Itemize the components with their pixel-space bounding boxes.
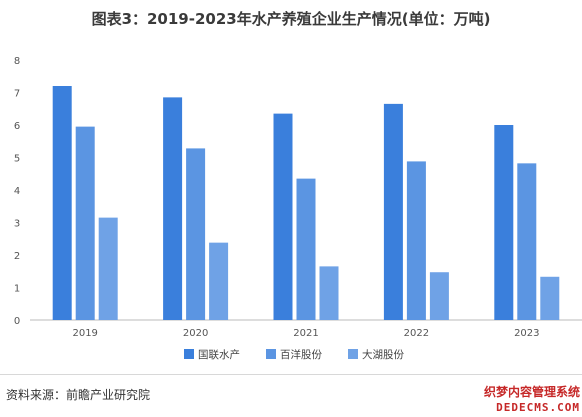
legend-label: 百洋股份 (280, 348, 322, 361)
legend-label: 国联水产 (198, 348, 240, 361)
y-tick-label: 6 (14, 121, 20, 132)
bar-2022-series-3 (429, 272, 449, 320)
bar-2020-series-1 (163, 97, 183, 320)
bar-2021-series-1 (273, 113, 293, 320)
watermark-url: DEDECMS.COM (496, 401, 580, 414)
y-tick-label: 5 (14, 154, 20, 165)
source-note: 资料来源：前瞻产业研究院 (6, 388, 151, 402)
legend-swatch (266, 349, 276, 359)
legend-swatch (348, 349, 358, 359)
bar-2020-series-3 (209, 242, 229, 320)
bar-2019-series-1 (52, 86, 72, 320)
y-tick-label: 2 (14, 251, 20, 262)
x-tick-label: 2021 (293, 328, 318, 339)
y-tick-label: 0 (14, 316, 20, 327)
y-tick-label: 1 (14, 284, 20, 295)
legend-label: 大湖股份 (362, 348, 404, 361)
watermark-text: 织梦内容管理系统 (483, 385, 580, 399)
bar-2022-series-2 (406, 161, 426, 320)
y-axis: 0 1 2 3 4 5 6 7 8 (14, 56, 20, 327)
bar-2019-series-3 (98, 217, 118, 320)
y-tick-label: 7 (14, 89, 20, 100)
bar-2020-series-2 (186, 148, 206, 320)
y-tick-label: 4 (14, 186, 20, 197)
y-tick-label: 3 (14, 219, 20, 230)
bar-2021-series-2 (296, 178, 316, 320)
bar-2023-series-3 (540, 276, 560, 320)
watermark-logo: 织梦内容管理系统 DEDECMS.COM (484, 385, 580, 415)
legend: 国联水产 百洋股份 大湖股份 (184, 348, 404, 361)
y-tick-label: 8 (14, 56, 20, 67)
x-axis: 2019 2020 2021 2022 2023 (72, 328, 539, 339)
legend-swatch (184, 349, 194, 359)
bars-group (52, 86, 560, 320)
bar-2023-series-2 (517, 163, 537, 320)
x-tick-label: 2022 (404, 328, 429, 339)
footer-divider (0, 374, 582, 375)
x-tick-label: 2020 (183, 328, 208, 339)
bar-2023-series-1 (494, 125, 514, 320)
x-tick-label: 2019 (72, 328, 97, 339)
chart-title: 图表3：2019-2023年水产养殖企业生产情况(单位：万吨) (91, 10, 491, 28)
bar-2021-series-3 (319, 266, 339, 320)
bar-2019-series-2 (75, 126, 95, 320)
bar-2022-series-1 (383, 103, 403, 320)
x-tick-label: 2023 (514, 328, 539, 339)
